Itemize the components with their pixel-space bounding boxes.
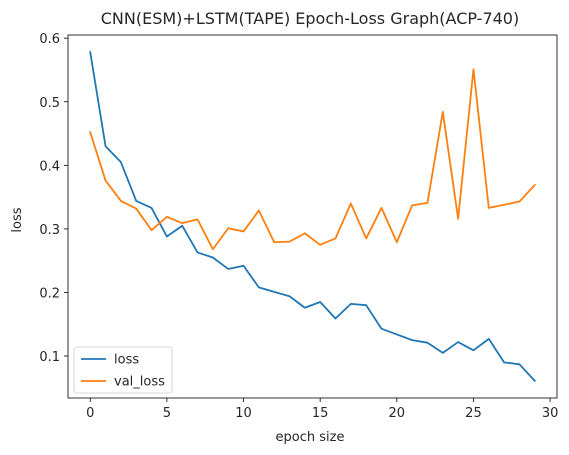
plot-area: 0 5 10 15 20 25 30 0.1 0.2 0.3 0.4 0.5 0.6 loss val_lo… <box>39 32 558 421</box>
x-tick-label: 25 <box>465 406 482 421</box>
legend-label-loss: loss <box>114 353 139 368</box>
x-tick-label: 20 <box>389 406 406 421</box>
x-tick-label: 10 <box>235 406 252 421</box>
y-tick-label: 0.1 <box>39 350 60 365</box>
y-tick-label: 0.3 <box>39 223 60 238</box>
x-tick-label: 30 <box>542 406 559 421</box>
series-line-loss <box>89 51 537 383</box>
legend-label-val-loss: val_loss <box>114 375 165 390</box>
chart-title: CNN(ESM)+LSTM(TAPE) Epoch-Loss Graph(ACP… <box>101 9 519 28</box>
axes-frame <box>67 34 558 399</box>
x-tick-label: 5 <box>163 406 171 421</box>
series-line-val-loss <box>89 68 537 251</box>
legend: loss val_loss <box>73 346 173 394</box>
y-tick-label: 0.5 <box>39 96 60 111</box>
x-axis-label: epoch size <box>276 430 345 445</box>
x-tick-label: 0 <box>86 406 94 421</box>
y-tick-label: 0.6 <box>39 32 60 47</box>
x-tick-label: 15 <box>312 406 329 421</box>
y-tick-label: 0.2 <box>39 286 60 301</box>
y-tick-label: 0.4 <box>39 159 60 174</box>
y-axis-label: loss <box>10 207 25 232</box>
